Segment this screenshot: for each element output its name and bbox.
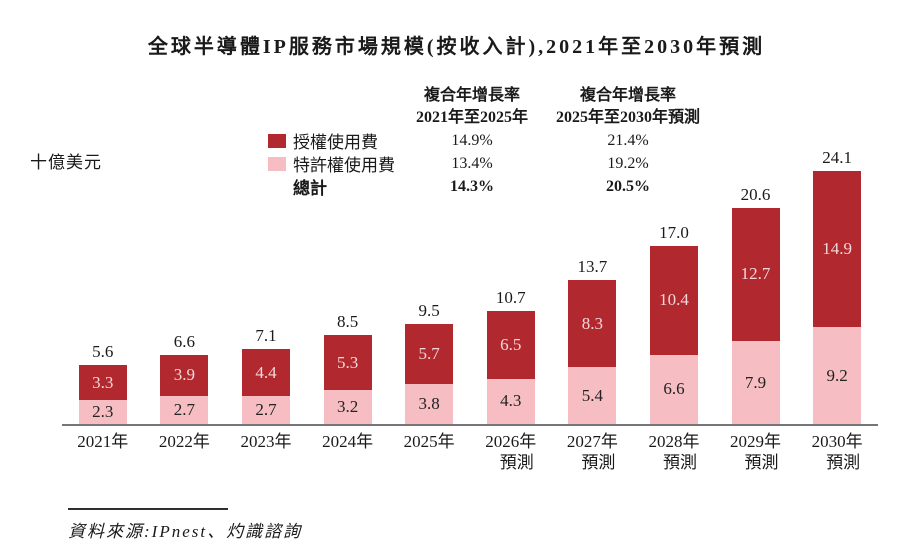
cagr-column-2025-2030: 複合年增長率 2025年至2030年預測 21.4% 19.2% 20.5%	[528, 85, 728, 198]
total-value-label: 17.0	[659, 222, 689, 242]
total-value-label: 7.1	[255, 326, 277, 346]
total-value-label: 9.5	[418, 301, 440, 321]
legend-item-royalty: 特許權使用費	[268, 152, 395, 175]
licensing-segment: 5.3	[323, 334, 372, 391]
bar-group: 7.1 4.4 2.7	[225, 326, 307, 424]
total-value-label: 10.7	[495, 287, 526, 307]
royalty-segment: 7.9	[731, 341, 780, 424]
licensing-segment: 10.4	[649, 245, 698, 355]
cagr-value-royalty: 13.4%	[451, 155, 493, 172]
y-axis-unit-label: 十億美元	[30, 153, 102, 172]
royalty-color-swatch	[268, 156, 286, 171]
cagr-value-royalty: 19.2%	[607, 155, 649, 172]
licensing-segment: 3.9	[160, 354, 209, 396]
royalty-segment: 5.4	[568, 367, 617, 424]
x-axis-category-label: 2027年 預測	[566, 432, 618, 472]
x-axis-category-label: 2026年 預測	[485, 432, 537, 472]
x-axis-category-label: 2024年	[322, 432, 374, 451]
x-axis-labels: 2021年 2022年 2023年 2024年 2025年 2026年 預測 2027年 預測 2…	[62, 431, 878, 473]
source-divider	[68, 508, 228, 510]
cagr-header-line1: 複合年增長率	[579, 87, 676, 104]
licensing-segment: 8.3	[568, 280, 617, 368]
legend-label-total: 總計	[293, 179, 327, 198]
licensing-color-swatch	[268, 133, 286, 148]
legend-label-royalty: 特許權使用費	[293, 156, 395, 175]
cagr-header-line2: 2021年至2025年	[415, 109, 528, 126]
total-value-label: 5.6	[92, 342, 114, 362]
royalty-segment: 2.3	[78, 399, 127, 424]
bar-group: 17.0 10.4 6.6	[633, 223, 715, 424]
cagr-value-licensing: 21.4%	[607, 132, 649, 149]
licensing-segment: 6.5	[486, 310, 535, 379]
x-axis-category-label: 2023年	[240, 432, 292, 451]
bar-group: 6.6 3.9 2.7	[144, 332, 226, 424]
total-value-label: 6.6	[173, 331, 196, 351]
cagr-header-line2: 2025年至2030年預測	[555, 109, 700, 126]
source-note: 資料來源:IPnest、灼識諮詢	[68, 522, 303, 541]
x-axis-category-label: 2028年 預測	[648, 432, 700, 472]
legend: 授權使用費 特許權使用費 總計	[268, 129, 395, 198]
licensing-segment: 5.7	[405, 324, 454, 385]
total-value-label: 24.1	[822, 147, 853, 167]
royalty-segment: 2.7	[241, 395, 290, 424]
plot-area: 5.6 3.3 2.3 6.6 3.9 2.7 7.1 4.4 2.7 8.5 5.3 3.2 9.5 5…	[62, 140, 878, 424]
total-value-label: 20.6	[740, 184, 771, 204]
royalty-segment: 6.6	[649, 354, 698, 424]
cagr-value-total: 20.5%	[606, 178, 650, 195]
x-axis-category-label: 2022年	[158, 432, 210, 451]
x-axis-category-label: 2025年	[403, 432, 455, 451]
royalty-segment: 2.7	[160, 395, 209, 424]
bar-group: 24.1 14.9 9.2	[796, 148, 878, 424]
cagr-value-licensing: 14.9%	[451, 132, 493, 149]
x-axis-category-label: 2029年 預測	[730, 432, 782, 472]
legend-label-licensing: 授權使用費	[293, 133, 378, 152]
legend-item-total: 總計	[268, 175, 395, 198]
royalty-segment: 4.3	[486, 378, 535, 424]
royalty-segment: 3.8	[405, 384, 454, 424]
bar-group: 9.5 5.7 3.8	[388, 301, 470, 424]
total-value-label: 13.7	[577, 257, 608, 277]
licensing-segment: 14.9	[813, 170, 862, 328]
cagr-value-total: 14.3%	[450, 178, 494, 195]
royalty-segment: 9.2	[813, 327, 862, 424]
cagr-column-2021-2025: 複合年增長率 2021年至2025年 14.9% 13.4% 14.3%	[382, 85, 562, 198]
bar-group: 10.7 6.5 4.3	[470, 288, 552, 424]
total-value-label: 8.5	[336, 311, 359, 331]
x-axis-line	[62, 424, 878, 426]
licensing-segment: 4.4	[241, 349, 290, 396]
licensing-segment: 3.3	[78, 365, 127, 400]
bar-group: 8.5 5.3 3.2	[307, 312, 389, 424]
royalty-segment: 3.2	[323, 390, 372, 424]
bar-group: 5.6 3.3 2.3	[62, 342, 144, 424]
cagr-header-line1: 複合年增長率	[423, 87, 520, 104]
legend-item-licensing: 授權使用費	[268, 129, 395, 152]
chart-title: 全球半導體IP服務市場規模(按收入計),2021年至2030年預測	[147, 36, 766, 58]
x-axis-category-label: 2021年	[77, 432, 129, 451]
licensing-segment: 12.7	[731, 207, 780, 342]
x-axis-category-label: 2030年 預測	[811, 432, 863, 472]
bar-group: 13.7 8.3 5.4	[552, 257, 634, 424]
bar-group: 20.6 12.7 7.9	[715, 185, 797, 424]
